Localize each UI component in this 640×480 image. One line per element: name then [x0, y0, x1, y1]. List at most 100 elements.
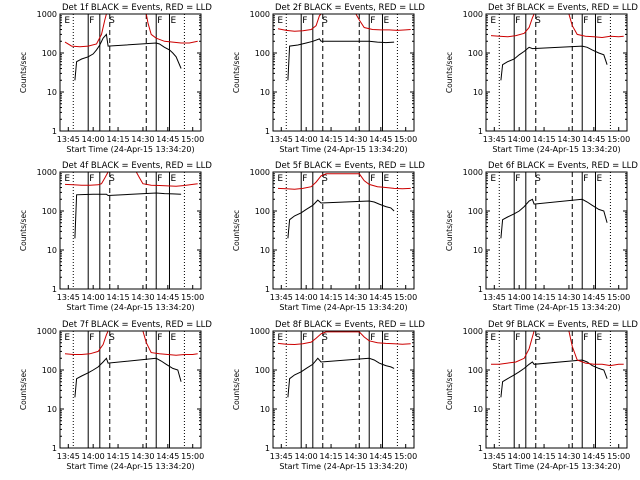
series-line	[64, 171, 198, 187]
y-tick-label: 100	[255, 366, 270, 375]
x-tick-label: 14:45	[156, 293, 179, 302]
y-tick-label: 10	[473, 246, 483, 255]
x-tick-label: 14:00	[82, 293, 105, 302]
y-tick-label: 1000	[463, 168, 483, 177]
x-tick-label: 14:45	[582, 135, 605, 144]
chart-title: Det 6f BLACK = Events, RED = LLD	[488, 161, 638, 171]
x-tick-label: 14:45	[156, 452, 179, 461]
x-tick-label: 14:30	[131, 452, 154, 461]
x-tick-label: 13:45	[270, 135, 293, 144]
chart-title: Det 9f BLACK = Events, RED = LLD	[488, 320, 638, 330]
y-tick-label: 100	[42, 207, 57, 216]
series-line	[74, 33, 182, 81]
x-axis-label: Start Time (24-Apr-15 13:34:20)	[66, 303, 194, 312]
plot-frame	[272, 171, 415, 290]
event-marker-label: E	[490, 174, 496, 184]
y-tick-label: 10	[260, 88, 270, 97]
x-tick-label: 14:15	[533, 293, 556, 302]
event-marker-label: F	[157, 16, 162, 26]
series-line	[490, 13, 624, 39]
series-line	[500, 359, 608, 398]
plot-frame	[485, 330, 628, 449]
y-tick-label: 1000	[37, 168, 57, 177]
event-marker-label: F	[515, 333, 520, 343]
x-tick-label: 14:45	[369, 293, 392, 302]
plot-frame	[272, 330, 415, 449]
x-tick-label: 14:30	[131, 135, 154, 144]
y-tick-label: 10	[47, 405, 57, 414]
event-marker-label: S	[109, 174, 115, 184]
x-tick-label: 15:00	[394, 452, 417, 461]
x-tick-label: 13:45	[57, 293, 80, 302]
x-tick-label: 14:30	[344, 293, 367, 302]
x-tick-label: 15:00	[607, 293, 630, 302]
series-line	[491, 330, 624, 367]
y-axis-label: Counts/sec	[445, 210, 454, 251]
event-marker-label: S	[535, 16, 541, 26]
chart-title: Det 5f BLACK = Events, RED = LLD	[275, 161, 425, 171]
x-tick-label: 13:45	[483, 452, 506, 461]
series-line	[277, 331, 411, 346]
series-line	[277, 173, 411, 190]
event-marker-label: F	[515, 174, 520, 184]
event-marker-label: F	[515, 16, 520, 26]
series-line	[287, 38, 395, 81]
event-marker-label: S	[109, 16, 115, 26]
chart-title: Det 2f BLACK = Events, RED = LLD	[275, 3, 425, 13]
chart-title: Det 7f BLACK = Events, RED = LLD	[62, 320, 212, 330]
event-marker-label: S	[322, 16, 328, 26]
x-axis-label: Start Time (24-Apr-15 13:34:20)	[279, 145, 407, 154]
x-tick-label: 14:15	[107, 452, 130, 461]
event-marker-label: E	[596, 333, 602, 343]
x-axis-label: Start Time (24-Apr-15 13:34:20)	[492, 462, 620, 471]
event-marker-label: F	[302, 333, 307, 343]
y-tick-label: 1	[52, 444, 57, 453]
event-marker-label: F	[89, 333, 94, 343]
y-tick-label: 1	[52, 285, 57, 294]
y-tick-label: 1000	[37, 10, 57, 19]
plot-frame	[59, 13, 202, 132]
x-tick-label: 15:00	[181, 135, 204, 144]
x-axis-label: Start Time (24-Apr-15 13:34:20)	[492, 303, 620, 312]
series-line	[74, 357, 182, 398]
x-tick-label: 14:30	[557, 452, 580, 461]
event-marker-label: E	[277, 174, 283, 184]
x-tick-label: 13:45	[483, 293, 506, 302]
event-marker-label: E	[170, 333, 176, 343]
x-tick-label: 14:00	[82, 135, 105, 144]
y-tick-label: 1	[478, 127, 483, 136]
series-line	[287, 357, 395, 398]
y-tick-label: 1	[52, 127, 57, 136]
event-marker-label: E	[596, 174, 602, 184]
y-tick-label: 1	[265, 285, 270, 294]
series-line	[287, 199, 395, 239]
event-marker-label: S	[322, 174, 328, 184]
y-tick-label: 1000	[463, 10, 483, 19]
plot-frame	[59, 171, 202, 290]
event-marker-label: F	[89, 174, 94, 184]
x-tick-label: 14:00	[508, 452, 531, 461]
plot-frame	[59, 330, 202, 449]
x-tick-label: 14:00	[295, 135, 318, 144]
chart-title: Det 4f BLACK = Events, RED = LLD	[62, 161, 212, 171]
series-line	[64, 13, 198, 48]
x-tick-label: 15:00	[607, 452, 630, 461]
y-tick-label: 100	[255, 207, 270, 216]
y-tick-label: 1000	[250, 10, 270, 19]
series-line	[500, 198, 608, 239]
x-tick-label: 15:00	[394, 293, 417, 302]
event-marker-label: S	[109, 333, 115, 343]
y-axis-label: Counts/sec	[232, 210, 241, 251]
x-tick-label: 14:30	[131, 293, 154, 302]
x-tick-label: 13:45	[270, 293, 293, 302]
y-tick-label: 1	[265, 127, 270, 136]
event-marker-label: F	[370, 333, 375, 343]
y-tick-label: 100	[255, 49, 270, 58]
event-marker-label: F	[583, 174, 588, 184]
